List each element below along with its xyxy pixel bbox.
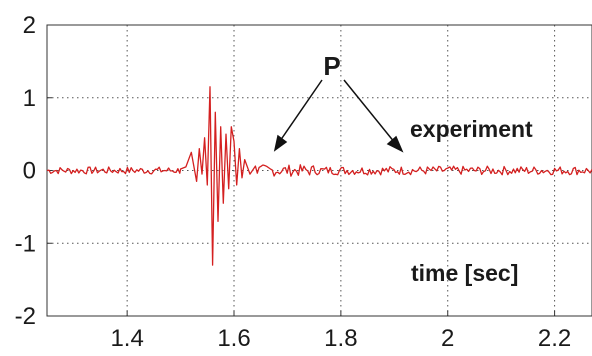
annotation-time: time [sec] xyxy=(411,260,518,286)
y-tick-label: -1 xyxy=(15,230,36,257)
y-tick-label: 1 xyxy=(23,85,36,112)
arrow-left-line xyxy=(279,79,323,142)
y-tick-label: 2 xyxy=(23,12,36,39)
y-tick-label: 0 xyxy=(23,158,36,185)
arrow-right-head xyxy=(386,135,404,153)
x-tick-label: 2.2 xyxy=(538,325,571,352)
annotation-arrows xyxy=(273,79,404,153)
arrow-left-head xyxy=(273,134,288,152)
annotation-p: P xyxy=(323,51,340,81)
axis-ticks: 1.4 1.6 1.8 2 2.2 2 1 0 -1 -2 xyxy=(15,12,572,352)
series-group xyxy=(46,86,592,266)
arrow-right-line xyxy=(343,79,396,144)
annotation-experiment: experiment xyxy=(410,116,533,142)
x-tick-label: 1.6 xyxy=(217,325,250,352)
series-line xyxy=(46,86,592,266)
x-tick-label: 1.8 xyxy=(324,325,357,352)
x-tick-label: 2 xyxy=(441,325,454,352)
y-tick-label: -2 xyxy=(15,303,36,330)
x-tick-label: 1.4 xyxy=(110,325,143,352)
